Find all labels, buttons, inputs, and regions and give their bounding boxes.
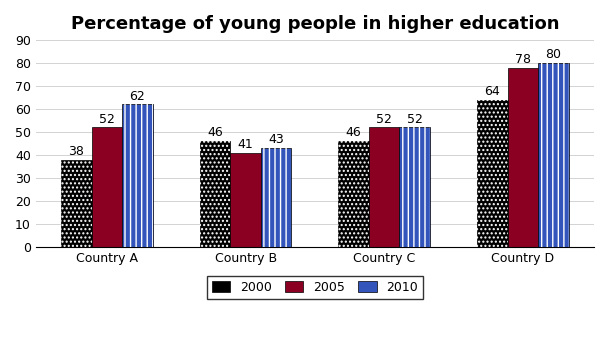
Text: 62: 62: [130, 90, 146, 103]
Text: 52: 52: [376, 113, 392, 126]
Bar: [400, 127, 430, 247]
Legend: 2000, 2005, 2010: 2000, 2005, 2010: [206, 276, 423, 299]
Bar: [508, 68, 538, 247]
Bar: [122, 104, 153, 247]
Text: 38: 38: [69, 145, 85, 158]
Bar: [62, 160, 92, 247]
Text: 52: 52: [407, 113, 423, 126]
Text: 80: 80: [546, 48, 561, 61]
Bar: [200, 141, 230, 247]
Bar: [62, 160, 92, 247]
Bar: [261, 148, 291, 247]
Text: 46: 46: [346, 126, 362, 139]
Bar: [339, 141, 369, 247]
Bar: [369, 127, 400, 247]
Bar: [261, 148, 291, 247]
Bar: [92, 127, 122, 247]
Text: 64: 64: [485, 85, 500, 98]
Bar: [477, 100, 508, 247]
Bar: [538, 63, 569, 247]
Text: 78: 78: [515, 53, 531, 66]
Text: 43: 43: [268, 133, 284, 146]
Text: 52: 52: [99, 113, 115, 126]
Bar: [339, 141, 369, 247]
Bar: [200, 141, 230, 247]
Bar: [538, 63, 569, 247]
Bar: [230, 153, 261, 247]
Title: Percentage of young people in higher education: Percentage of young people in higher edu…: [71, 15, 559, 33]
Text: 41: 41: [238, 138, 253, 151]
Bar: [122, 104, 153, 247]
Text: 46: 46: [207, 126, 223, 139]
Bar: [477, 100, 508, 247]
Bar: [400, 127, 430, 247]
